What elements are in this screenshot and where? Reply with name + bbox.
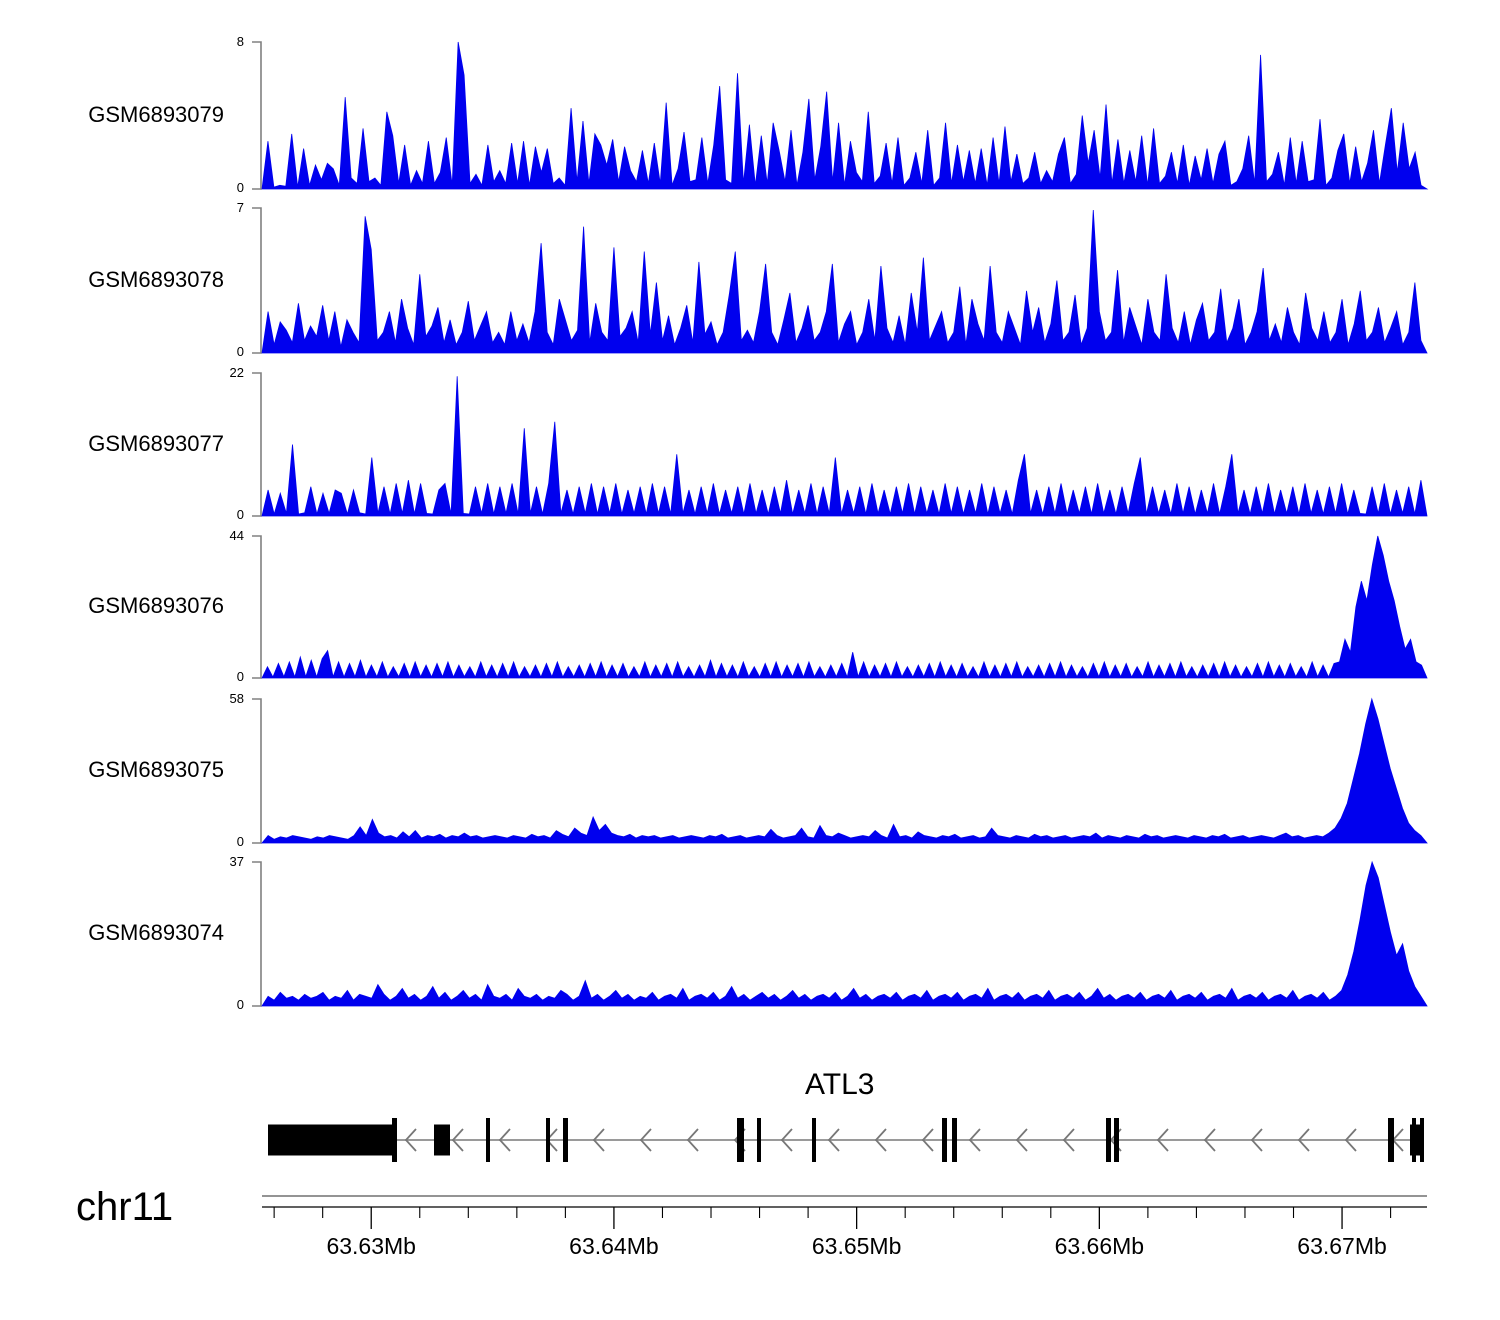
- exon-block[interactable]: [434, 1124, 450, 1156]
- strand-arrow-icon: [592, 1128, 605, 1152]
- track-sample-label: GSM6893074: [88, 920, 224, 945]
- track-axis-max-label: 7: [236, 200, 244, 215]
- track-axis-max-label: 8: [236, 34, 244, 49]
- track-y-axis: [252, 41, 262, 190]
- genomic-axis[interactable]: chr11 63.63Mb 63.64Mb 63.65Mb 63.66Mb 63.67M…: [0, 1185, 1500, 1295]
- strand-arrow-icon: [404, 1128, 417, 1152]
- track-sample-label: GSM6893078: [88, 266, 224, 292]
- strand-arrow-icon: [1203, 1128, 1216, 1152]
- track-axis-max-label: 22: [229, 365, 244, 380]
- track-sample-label: GSM6893079: [88, 101, 224, 127]
- exon-block[interactable]: [812, 1118, 816, 1162]
- axis-tick-label: 63.65Mb: [811, 1233, 902, 1259]
- gene-name-label: ATL3: [805, 1068, 875, 1101]
- coverage-area: [261, 860, 1428, 1007]
- coverage-area: [261, 535, 1428, 679]
- exon-block[interactable]: [942, 1118, 947, 1162]
- exon-block[interactable]: [1388, 1118, 1394, 1162]
- strand-arrow-icon: [451, 1128, 464, 1152]
- strand-arrow-icon: [827, 1128, 840, 1152]
- strand-arrow-icon: [1015, 1128, 1028, 1152]
- strand-arrow-icon: [921, 1128, 934, 1152]
- exon-block[interactable]: [392, 1118, 397, 1162]
- coverage-area: [261, 41, 1429, 190]
- track-y-axis: [252, 698, 262, 844]
- exon-block[interactable]: [1106, 1118, 1111, 1162]
- strand-arrow-icon: [686, 1128, 699, 1152]
- track-axis-min-label: 0: [236, 669, 244, 684]
- strand-arrow-icon: [1062, 1128, 1075, 1152]
- strand-arrow-icon: [1344, 1128, 1357, 1152]
- axis-tick-label: 63.64Mb: [569, 1233, 659, 1259]
- exon-block[interactable]: [1412, 1118, 1416, 1162]
- track-axis-min-label: 0: [236, 507, 244, 522]
- exon-block[interactable]: [952, 1118, 957, 1162]
- exon-block[interactable]: [268, 1124, 393, 1156]
- track-axis-min-label: 0: [236, 180, 244, 195]
- coverage-plot: [252, 372, 1428, 517]
- exon-block[interactable]: [486, 1118, 490, 1162]
- coverage-plot: [252, 41, 1429, 190]
- coverage-plot: [252, 860, 1428, 1007]
- axis-tick-label: 63.63Mb: [326, 1233, 416, 1259]
- coverage-area: [261, 697, 1428, 844]
- exon-block[interactable]: [1420, 1118, 1424, 1162]
- exon-block[interactable]: [737, 1118, 744, 1162]
- track-axis-max-label: 58: [229, 691, 244, 706]
- exon-block[interactable]: [546, 1118, 550, 1162]
- track-sample-label: GSM6893077: [88, 430, 224, 456]
- axis-tick-label: 63.66Mb: [1054, 1233, 1145, 1259]
- strand-arrow-icon: [1156, 1128, 1169, 1152]
- track-y-axis: [252, 535, 262, 679]
- track-sample-label: GSM6893075: [88, 757, 224, 782]
- strand-arrow-icon: [968, 1128, 981, 1152]
- track-y-axis: [252, 207, 262, 354]
- axis-tick-label: 63.67Mb: [1297, 1233, 1387, 1259]
- exon-block[interactable]: [563, 1118, 568, 1162]
- track-axis-max-label: 44: [229, 528, 244, 543]
- strand-arrow-icon: [874, 1128, 887, 1152]
- strand-arrow-icon: [780, 1128, 793, 1152]
- chromosome-label: chr11: [76, 1185, 174, 1229]
- strand-arrow-icon: [639, 1128, 652, 1152]
- track-axis-min-label: 0: [236, 344, 244, 359]
- coverage-plot: [252, 207, 1428, 354]
- track-axis-min-label: 0: [236, 997, 244, 1012]
- track-y-axis: [252, 372, 262, 517]
- track-y-axis: [252, 861, 262, 1007]
- strand-arrow-icon: [498, 1128, 511, 1152]
- strand-arrow-icon: [1250, 1128, 1263, 1152]
- gene-annotation-track[interactable]: ATL3: [0, 1060, 1500, 1200]
- strand-arrow-icon: [1297, 1128, 1310, 1152]
- exon-block[interactable]: [1114, 1118, 1119, 1162]
- coverage-plot: [252, 697, 1428, 844]
- track-sample-label: GSM6893076: [88, 593, 224, 618]
- coverage-area: [261, 210, 1428, 354]
- track-axis-max-label: 37: [229, 854, 244, 869]
- exon-block[interactable]: [757, 1118, 761, 1162]
- coverage-area: [261, 376, 1428, 517]
- track-axis-min-label: 0: [236, 834, 244, 849]
- coverage-plot: [252, 535, 1428, 679]
